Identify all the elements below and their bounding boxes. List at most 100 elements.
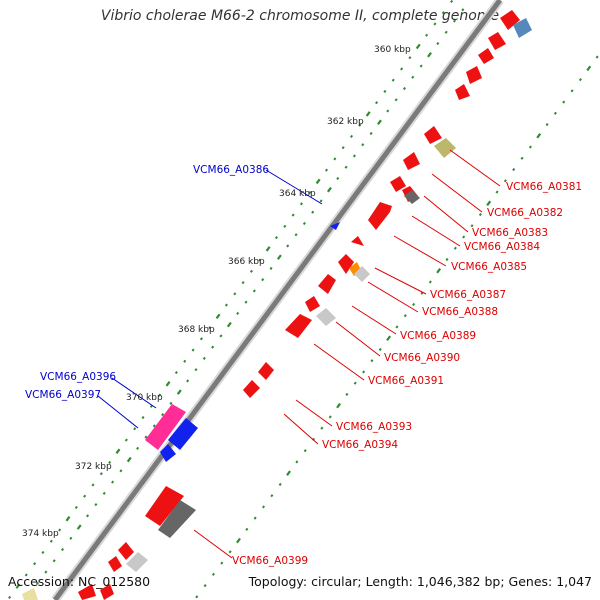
tick-mark [462, 235, 466, 239]
gene[interactable] [145, 486, 184, 526]
tick-mark [194, 368, 198, 372]
tick-label: 374 kbp [22, 529, 59, 539]
gene[interactable] [145, 404, 186, 450]
tick-mark [126, 456, 132, 463]
tick-mark [528, 145, 532, 149]
tick-mark [383, 89, 387, 93]
gene-label[interactable]: VCM66_A0391 [368, 375, 444, 387]
tick-mark [333, 157, 337, 161]
gene-label[interactable]: VCM66_A0394 [322, 439, 398, 451]
gene[interactable] [126, 552, 148, 572]
gene-label[interactable]: VCM66_A0396 [40, 371, 116, 383]
gene[interactable] [118, 542, 134, 560]
gene[interactable] [351, 236, 364, 246]
gene[interactable] [368, 202, 392, 230]
gene[interactable] [478, 48, 494, 64]
gene-label[interactable]: VCM66_A0385 [451, 261, 527, 273]
tick-mark [341, 146, 345, 150]
tick-mark [344, 165, 348, 169]
gene-label[interactable]: VCM66_A0382 [487, 207, 563, 219]
gene-label[interactable]: VCM66_A0399 [232, 555, 308, 567]
gene-label[interactable]: VCM66_A0390 [384, 352, 460, 364]
tick-mark [320, 426, 324, 430]
gene-label[interactable]: VCM66_A0389 [400, 330, 476, 342]
tick-mark [308, 191, 312, 195]
tick-mark [595, 55, 599, 59]
gene[interactable] [455, 84, 470, 100]
gene-label[interactable]: VCM66_A0383 [472, 227, 548, 239]
tick-mark [141, 415, 145, 420]
tick-labels: 360 kbp 362 kbp 364 kbp 366 kbp 368 kbp … [22, 45, 411, 539]
gene[interactable] [434, 138, 456, 158]
tick-mark [244, 300, 248, 304]
tick-mark [545, 122, 549, 127]
tick-mark [486, 200, 492, 207]
gene-label[interactable]: VCM66_A0384 [464, 241, 540, 253]
gene[interactable] [100, 584, 114, 600]
gene[interactable] [403, 152, 420, 170]
tick-mark [453, 246, 457, 250]
gene[interactable] [168, 418, 198, 450]
tick-mark [274, 236, 278, 240]
tick-mark [419, 64, 423, 68]
gene[interactable] [108, 556, 122, 572]
gene[interactable] [424, 126, 442, 144]
tick-mark [99, 472, 103, 476]
gene[interactable] [318, 274, 336, 294]
gene[interactable] [488, 32, 506, 50]
map-title: Vibrio cholerae M66-2 chromosome II, com… [100, 8, 500, 24]
gene[interactable] [404, 190, 420, 204]
tick-mark [444, 30, 448, 34]
gene[interactable] [466, 66, 482, 84]
gene-label[interactable]: VCM66_A0387 [430, 289, 506, 301]
gene-label[interactable]: VCM66_A0393 [336, 421, 412, 433]
tick-mark [52, 559, 56, 563]
tick-mark [436, 41, 440, 46]
tick-mark [362, 370, 366, 374]
tick-mark [49, 539, 53, 543]
gene[interactable] [500, 10, 520, 30]
gene[interactable] [390, 176, 406, 192]
tick-mark [241, 281, 245, 285]
tick-mark [425, 33, 429, 37]
tick-mark [428, 280, 432, 284]
tick-mark [365, 111, 371, 117]
gene[interactable] [285, 314, 312, 338]
gene-label[interactable]: VCM66_A0381 [506, 181, 582, 193]
gene[interactable] [243, 380, 260, 398]
gene[interactable] [513, 18, 532, 38]
gene[interactable] [78, 584, 96, 600]
tick-mark [553, 111, 557, 115]
tick-mark [358, 123, 362, 127]
tick-mark [536, 133, 542, 139]
tick-mark [236, 311, 240, 315]
tick-mark [111, 480, 115, 484]
gene[interactable] [354, 266, 370, 282]
tick-mark [436, 267, 442, 274]
genome-summary-text: Topology: circular; Length: 1,046,382 bp… [248, 574, 592, 589]
gene[interactable] [158, 500, 196, 538]
gene[interactable] [258, 362, 274, 380]
gene[interactable] [160, 444, 176, 462]
tick-mark [220, 561, 224, 565]
gene-label[interactable]: VCM66_A0386 [193, 164, 269, 176]
tick-mark [233, 292, 237, 296]
tick-mark [377, 119, 382, 125]
tick-mark [570, 89, 574, 93]
tick-mark [411, 75, 415, 79]
tick-mark [102, 491, 106, 495]
tick-mark [291, 213, 295, 217]
gene[interactable] [305, 296, 320, 312]
tick-mark [35, 581, 40, 585]
tick-mark [252, 289, 256, 293]
tick-mark [276, 254, 282, 260]
gene[interactable] [316, 308, 336, 326]
tick-mark [24, 573, 28, 577]
gene[interactable] [330, 222, 340, 230]
gene-label[interactable]: VCM66_A0397 [25, 389, 101, 401]
gene[interactable] [338, 254, 354, 274]
tick-mark [328, 415, 332, 419]
gene-label[interactable]: VCM66_A0388 [422, 306, 498, 318]
gene[interactable] [22, 588, 38, 600]
